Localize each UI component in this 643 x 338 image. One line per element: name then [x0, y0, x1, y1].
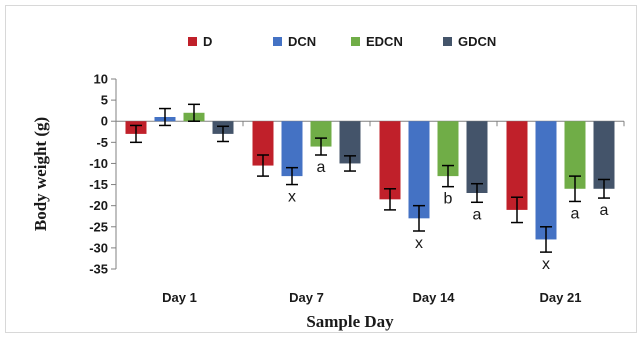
significance-label: x — [288, 189, 296, 206]
y-axis-title: Body weight (g) — [31, 117, 50, 231]
y-tick-label: 0 — [101, 114, 108, 129]
bar — [281, 121, 303, 177]
significance-label: b — [444, 191, 453, 208]
y-tick-label: -30 — [89, 240, 108, 255]
significance-label: x — [542, 256, 550, 273]
bar — [506, 121, 528, 210]
y-tick-label: 10 — [94, 72, 108, 87]
y-tick-label: -5 — [96, 135, 108, 150]
bar — [564, 121, 586, 189]
x-tick-label: Day 21 — [540, 290, 582, 305]
significance-label: a — [600, 202, 609, 219]
x-tick-label: Day 1 — [162, 290, 197, 305]
x-tick-label: Day 14 — [413, 290, 456, 305]
legend-swatch — [188, 37, 197, 46]
y-tick-label: -20 — [89, 198, 108, 213]
legend-swatch — [443, 37, 452, 46]
y-tick-label: -35 — [89, 262, 108, 277]
legend-label: EDCN — [366, 34, 403, 49]
significance-label: a — [571, 205, 580, 222]
chart-frame: D DCN EDCN GDCN 10 5 0 -5 -10 -15 -20 -25 -30 -35 Da… — [5, 5, 637, 333]
bar — [466, 121, 488, 193]
y-tick-label: -10 — [89, 156, 108, 171]
y-axis: 10 5 0 -5 -10 -15 -20 -25 -30 -35 — [89, 72, 117, 277]
significance-label: x — [415, 235, 423, 252]
x-tick-label: Day 7 — [289, 290, 324, 305]
bars — [125, 112, 615, 240]
bar — [379, 121, 401, 200]
bar — [339, 121, 361, 164]
bar — [593, 121, 615, 189]
bar — [535, 121, 557, 240]
bar — [437, 121, 459, 177]
y-tick-label: -25 — [89, 219, 108, 234]
error-bars — [130, 103, 610, 253]
y-tick-label: -15 — [89, 177, 108, 192]
legend-swatch — [351, 37, 360, 46]
significance-label: a — [473, 206, 482, 223]
legend: D DCN EDCN GDCN — [188, 34, 496, 49]
x-axis-title: Sample Day — [306, 312, 394, 331]
legend-label: DCN — [288, 34, 316, 49]
significance-label: a — [317, 159, 326, 176]
annotations: x a x b a x a a — [288, 159, 609, 273]
bar-chart: D DCN EDCN GDCN 10 5 0 -5 -10 -15 -20 -25 -30 -35 Da… — [31, 34, 625, 331]
legend-swatch — [273, 37, 282, 46]
y-tick-label: 5 — [101, 93, 108, 108]
legend-label: D — [203, 34, 212, 49]
bar — [310, 121, 332, 147]
bar — [408, 121, 430, 219]
legend-label: GDCN — [458, 34, 496, 49]
